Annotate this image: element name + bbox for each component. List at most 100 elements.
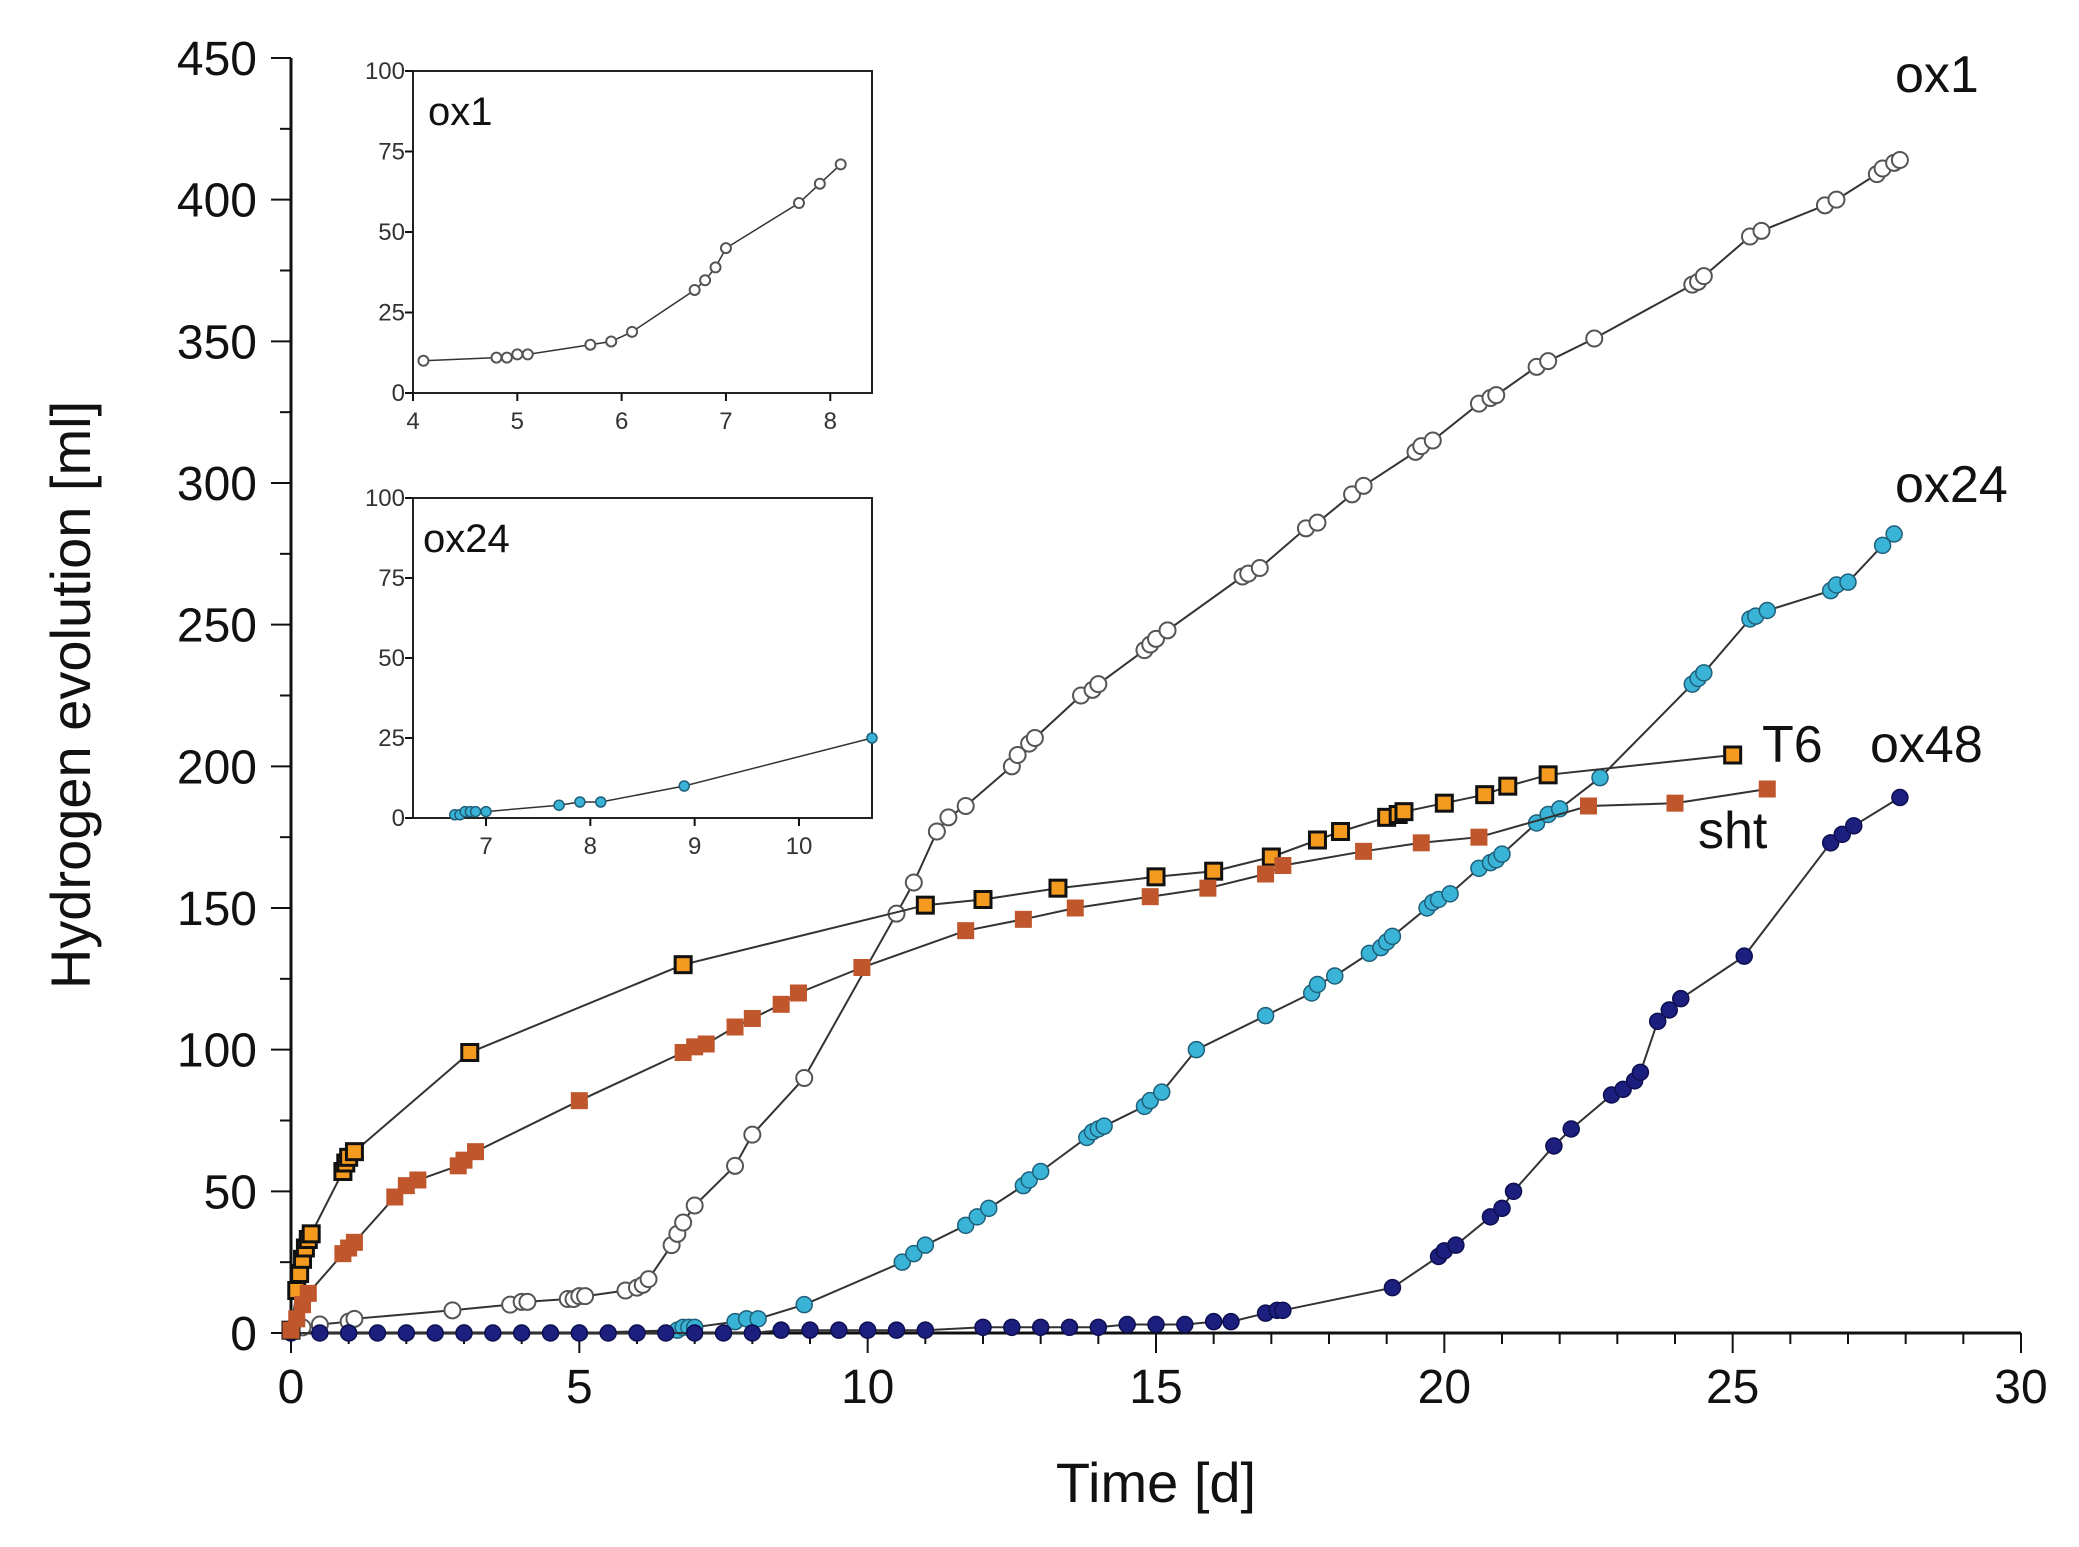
x-tick-label: 7: [479, 833, 492, 860]
series-ox1: [417, 158, 847, 367]
data-point-ox48: [1504, 1182, 1523, 1201]
data-point-ox48: [1614, 1080, 1632, 1099]
data-point-ox24: [916, 1236, 935, 1254]
data-point-ox24: [866, 732, 878, 744]
data-point-ox24: [1020, 1171, 1038, 1189]
data-point-ox48: [455, 1324, 473, 1342]
data-point-ox48: [628, 1324, 646, 1342]
data-point-ox48: [1545, 1137, 1563, 1155]
data-point-sht: [789, 984, 807, 1002]
data-point-ox1: [685, 1196, 704, 1215]
data-point-ox48: [368, 1324, 387, 1342]
y-tick-label: 0: [392, 380, 405, 407]
data-point-ox48: [1118, 1315, 1136, 1334]
data-point-ox24: [1441, 885, 1459, 903]
y-axis-title: Hydrogen evolution [ml]: [39, 401, 102, 989]
data-point-sht: [743, 1010, 761, 1027]
y-tick-label: 75: [378, 565, 405, 592]
x-tick-label: 6: [615, 408, 628, 435]
data-point-ox48: [657, 1324, 675, 1342]
data-point-ox1: [674, 1213, 693, 1232]
data-point-ox1: [939, 808, 958, 827]
data-point-T6: [1434, 793, 1454, 813]
data-point-ox1: [709, 261, 722, 274]
x-tick-label: 5: [511, 408, 524, 435]
y-tick-label: 100: [365, 485, 405, 512]
data-point-ox48: [1821, 834, 1840, 852]
data-point-ox48: [858, 1321, 877, 1339]
x-axis-title: Time [d]: [1056, 1451, 1256, 1514]
data-point-sht: [345, 1233, 363, 1251]
data-point-ox48: [1562, 1120, 1580, 1138]
data-point-sht: [1580, 797, 1597, 815]
series-ox1: [282, 151, 1909, 1340]
data-point-ox1: [956, 797, 975, 815]
x-tick-label: 10: [841, 1361, 894, 1414]
data-point-ox48: [1493, 1199, 1511, 1218]
data-point-sht: [853, 959, 871, 976]
data-point-ox48: [1089, 1318, 1108, 1337]
data-point-T6: [1048, 878, 1068, 898]
data-point-ox1: [792, 197, 805, 210]
data-point-ox24: [1153, 1083, 1171, 1101]
data-point-ox48: [1447, 1236, 1465, 1254]
data-point-ox1: [904, 873, 923, 892]
x-tick-label: 20: [1418, 1361, 1471, 1414]
data-point-T6: [1723, 745, 1743, 765]
inset-title: ox1: [428, 90, 493, 134]
data-point-ox24: [553, 799, 565, 811]
inset-frame: [412, 497, 873, 819]
y-tick-label: 400: [177, 175, 257, 228]
data-point-ox1: [1308, 513, 1327, 532]
data-point-ox1: [626, 325, 639, 338]
data-point-ox1: [927, 822, 946, 841]
data-point-ox1: [605, 335, 618, 348]
data-point-ox48: [311, 1324, 329, 1342]
inset-ox1-plot: 4 5 6 7 8 0 25 50 75 100 ox1: [365, 58, 873, 435]
data-point-ox24: [980, 1199, 998, 1218]
data-point-ox48: [916, 1321, 935, 1339]
inset-frame: [412, 70, 873, 394]
data-point-sht: [1141, 888, 1159, 906]
data-point-ox48: [887, 1321, 906, 1339]
data-point-ox48: [1891, 788, 1909, 807]
data-point-sht: [726, 1018, 744, 1036]
data-point-ox48: [1672, 989, 1690, 1008]
data-point-T6: [1331, 822, 1351, 841]
y-tick-label: 50: [378, 219, 405, 246]
data-point-ox24: [905, 1244, 923, 1263]
data-point-ox1: [490, 351, 503, 364]
data-point-ox48: [1031, 1318, 1050, 1337]
data-point-ox48: [1833, 825, 1851, 844]
y-tick-label: 25: [378, 725, 405, 752]
y-tick-label: 0: [392, 805, 405, 832]
data-point-ox48: [1222, 1312, 1240, 1331]
data-point-ox24: [968, 1208, 986, 1226]
data-point-ox48: [1648, 1012, 1667, 1031]
data-point-ox1: [1890, 151, 1909, 169]
series-ox24: [282, 525, 1903, 1342]
data-point-ox24: [1308, 975, 1327, 994]
data-point-ox1: [1008, 746, 1027, 764]
data-point-ox24: [893, 1253, 912, 1271]
data-point-ox1: [521, 348, 534, 361]
x-tick-label: 7: [719, 408, 732, 435]
main-plot-area: 0 5 10 15 20 25 30050100150200250300350400450T…: [39, 33, 2048, 1514]
data-point-T6: [1475, 785, 1495, 805]
data-point-sht: [1355, 842, 1373, 860]
data-point-ox24: [595, 796, 607, 808]
series-label-T6: T6: [1762, 716, 1823, 774]
data-point-ox24: [1591, 768, 1609, 787]
data-point-T6: [1538, 765, 1558, 785]
data-point-ox48: [1631, 1063, 1650, 1082]
data-point-ox1: [443, 1301, 462, 1320]
data-point-ox1: [1250, 559, 1269, 577]
data-point-T6: [973, 890, 993, 909]
data-point-ox48: [1147, 1315, 1165, 1334]
data-point-ox24: [1095, 1117, 1113, 1135]
data-point-sht: [1014, 910, 1032, 928]
data-point-ox24: [480, 805, 492, 818]
y-tick-label: 150: [177, 883, 257, 936]
